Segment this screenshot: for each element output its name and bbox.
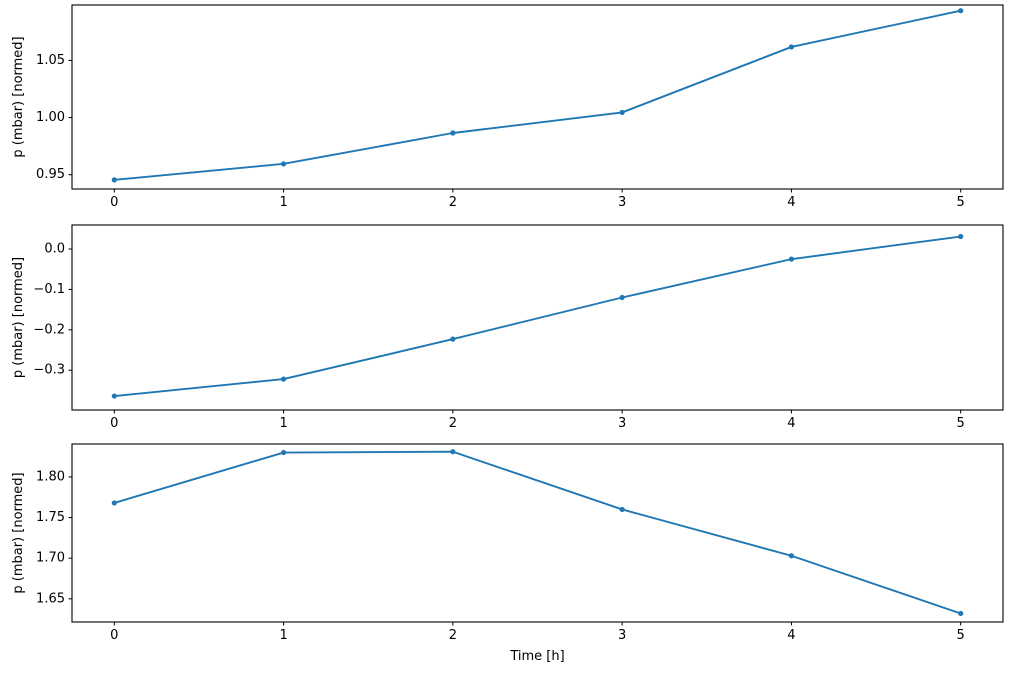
y-axis-label: p (mbar) [normed] bbox=[11, 36, 26, 157]
y-tick-label: 0.95 bbox=[36, 167, 65, 182]
data-point-marker bbox=[619, 109, 625, 116]
data-point-marker bbox=[788, 44, 795, 50]
y-tick-label: 0.0 bbox=[44, 242, 65, 257]
data-point-marker bbox=[280, 376, 287, 382]
y-axis-label: p (mbar) [normed] bbox=[11, 257, 26, 378]
x-tick-label: 5 bbox=[957, 416, 965, 431]
data-point-marker bbox=[958, 610, 964, 617]
x-tick-label: 4 bbox=[787, 628, 795, 643]
data-point-marker bbox=[958, 233, 964, 240]
x-tick-label: 0 bbox=[110, 195, 118, 210]
y-tick-label: 1.75 bbox=[36, 510, 65, 525]
data-point-marker bbox=[450, 130, 456, 136]
x-tick-label: 3 bbox=[618, 416, 626, 431]
x-tick-label: 0 bbox=[110, 628, 118, 643]
data-point-marker bbox=[111, 393, 117, 399]
data-point-marker bbox=[619, 506, 625, 513]
subplot-0: 0 1 2 3 4 5 0.95 1.00 1.05 p (mbar) [normed] bbox=[11, 4, 1004, 210]
subplot-1: 0 1 2 3 4 5 −0.3 −0.2 −0.1 0.0 p (mbar) [normed] bbox=[11, 224, 1004, 431]
x-axis-label: Time [h] bbox=[509, 649, 564, 664]
axes-frame bbox=[71, 224, 1004, 411]
x-tick-label: 2 bbox=[449, 628, 457, 643]
axes-frame bbox=[71, 443, 1004, 623]
subplot-2: 0 1 2 3 4 5 1.65 1.70 1.75 1.80 p (mbar) [normed] T… bbox=[11, 443, 1004, 664]
data-point-marker bbox=[280, 449, 287, 456]
y-tick-label: 1.05 bbox=[36, 53, 65, 68]
data-point-marker bbox=[280, 161, 287, 167]
x-tick-label: 3 bbox=[618, 195, 626, 210]
y-tick-label: −0.2 bbox=[33, 322, 65, 337]
data-point-marker bbox=[788, 256, 795, 262]
y-tick-label: −0.1 bbox=[33, 282, 65, 297]
data-series-line bbox=[113, 450, 962, 615]
data-point-marker bbox=[450, 449, 456, 455]
y-tick-label: −0.3 bbox=[33, 363, 65, 378]
data-series-line bbox=[113, 9, 962, 181]
data-point-marker bbox=[788, 553, 795, 559]
x-tick-label: 1 bbox=[279, 416, 287, 431]
y-tick-label: 1.65 bbox=[36, 591, 65, 606]
data-point-marker bbox=[111, 177, 117, 183]
x-tick-label: 1 bbox=[279, 195, 287, 210]
y-axis-label: p (mbar) [normed] bbox=[11, 472, 26, 593]
axes-frame bbox=[71, 4, 1004, 190]
data-point-marker bbox=[619, 294, 625, 301]
x-tick-label: 0 bbox=[110, 416, 118, 431]
x-tick-label: 2 bbox=[449, 195, 457, 210]
y-tick-label: 1.70 bbox=[36, 551, 65, 566]
data-point-marker bbox=[111, 500, 117, 506]
x-tick-label: 5 bbox=[957, 195, 965, 210]
x-tick-label: 1 bbox=[279, 628, 287, 643]
y-tick-label: 1.80 bbox=[36, 469, 65, 484]
x-tick-label: 5 bbox=[957, 628, 965, 643]
y-tick-label: 1.00 bbox=[36, 110, 65, 125]
x-tick-label: 4 bbox=[787, 195, 795, 210]
x-tick-label: 2 bbox=[449, 416, 457, 431]
data-point-marker bbox=[450, 336, 456, 342]
x-tick-label: 3 bbox=[618, 628, 626, 643]
x-tick-label: 4 bbox=[787, 416, 795, 431]
data-point-marker bbox=[958, 8, 964, 14]
data-series-line bbox=[113, 235, 962, 398]
